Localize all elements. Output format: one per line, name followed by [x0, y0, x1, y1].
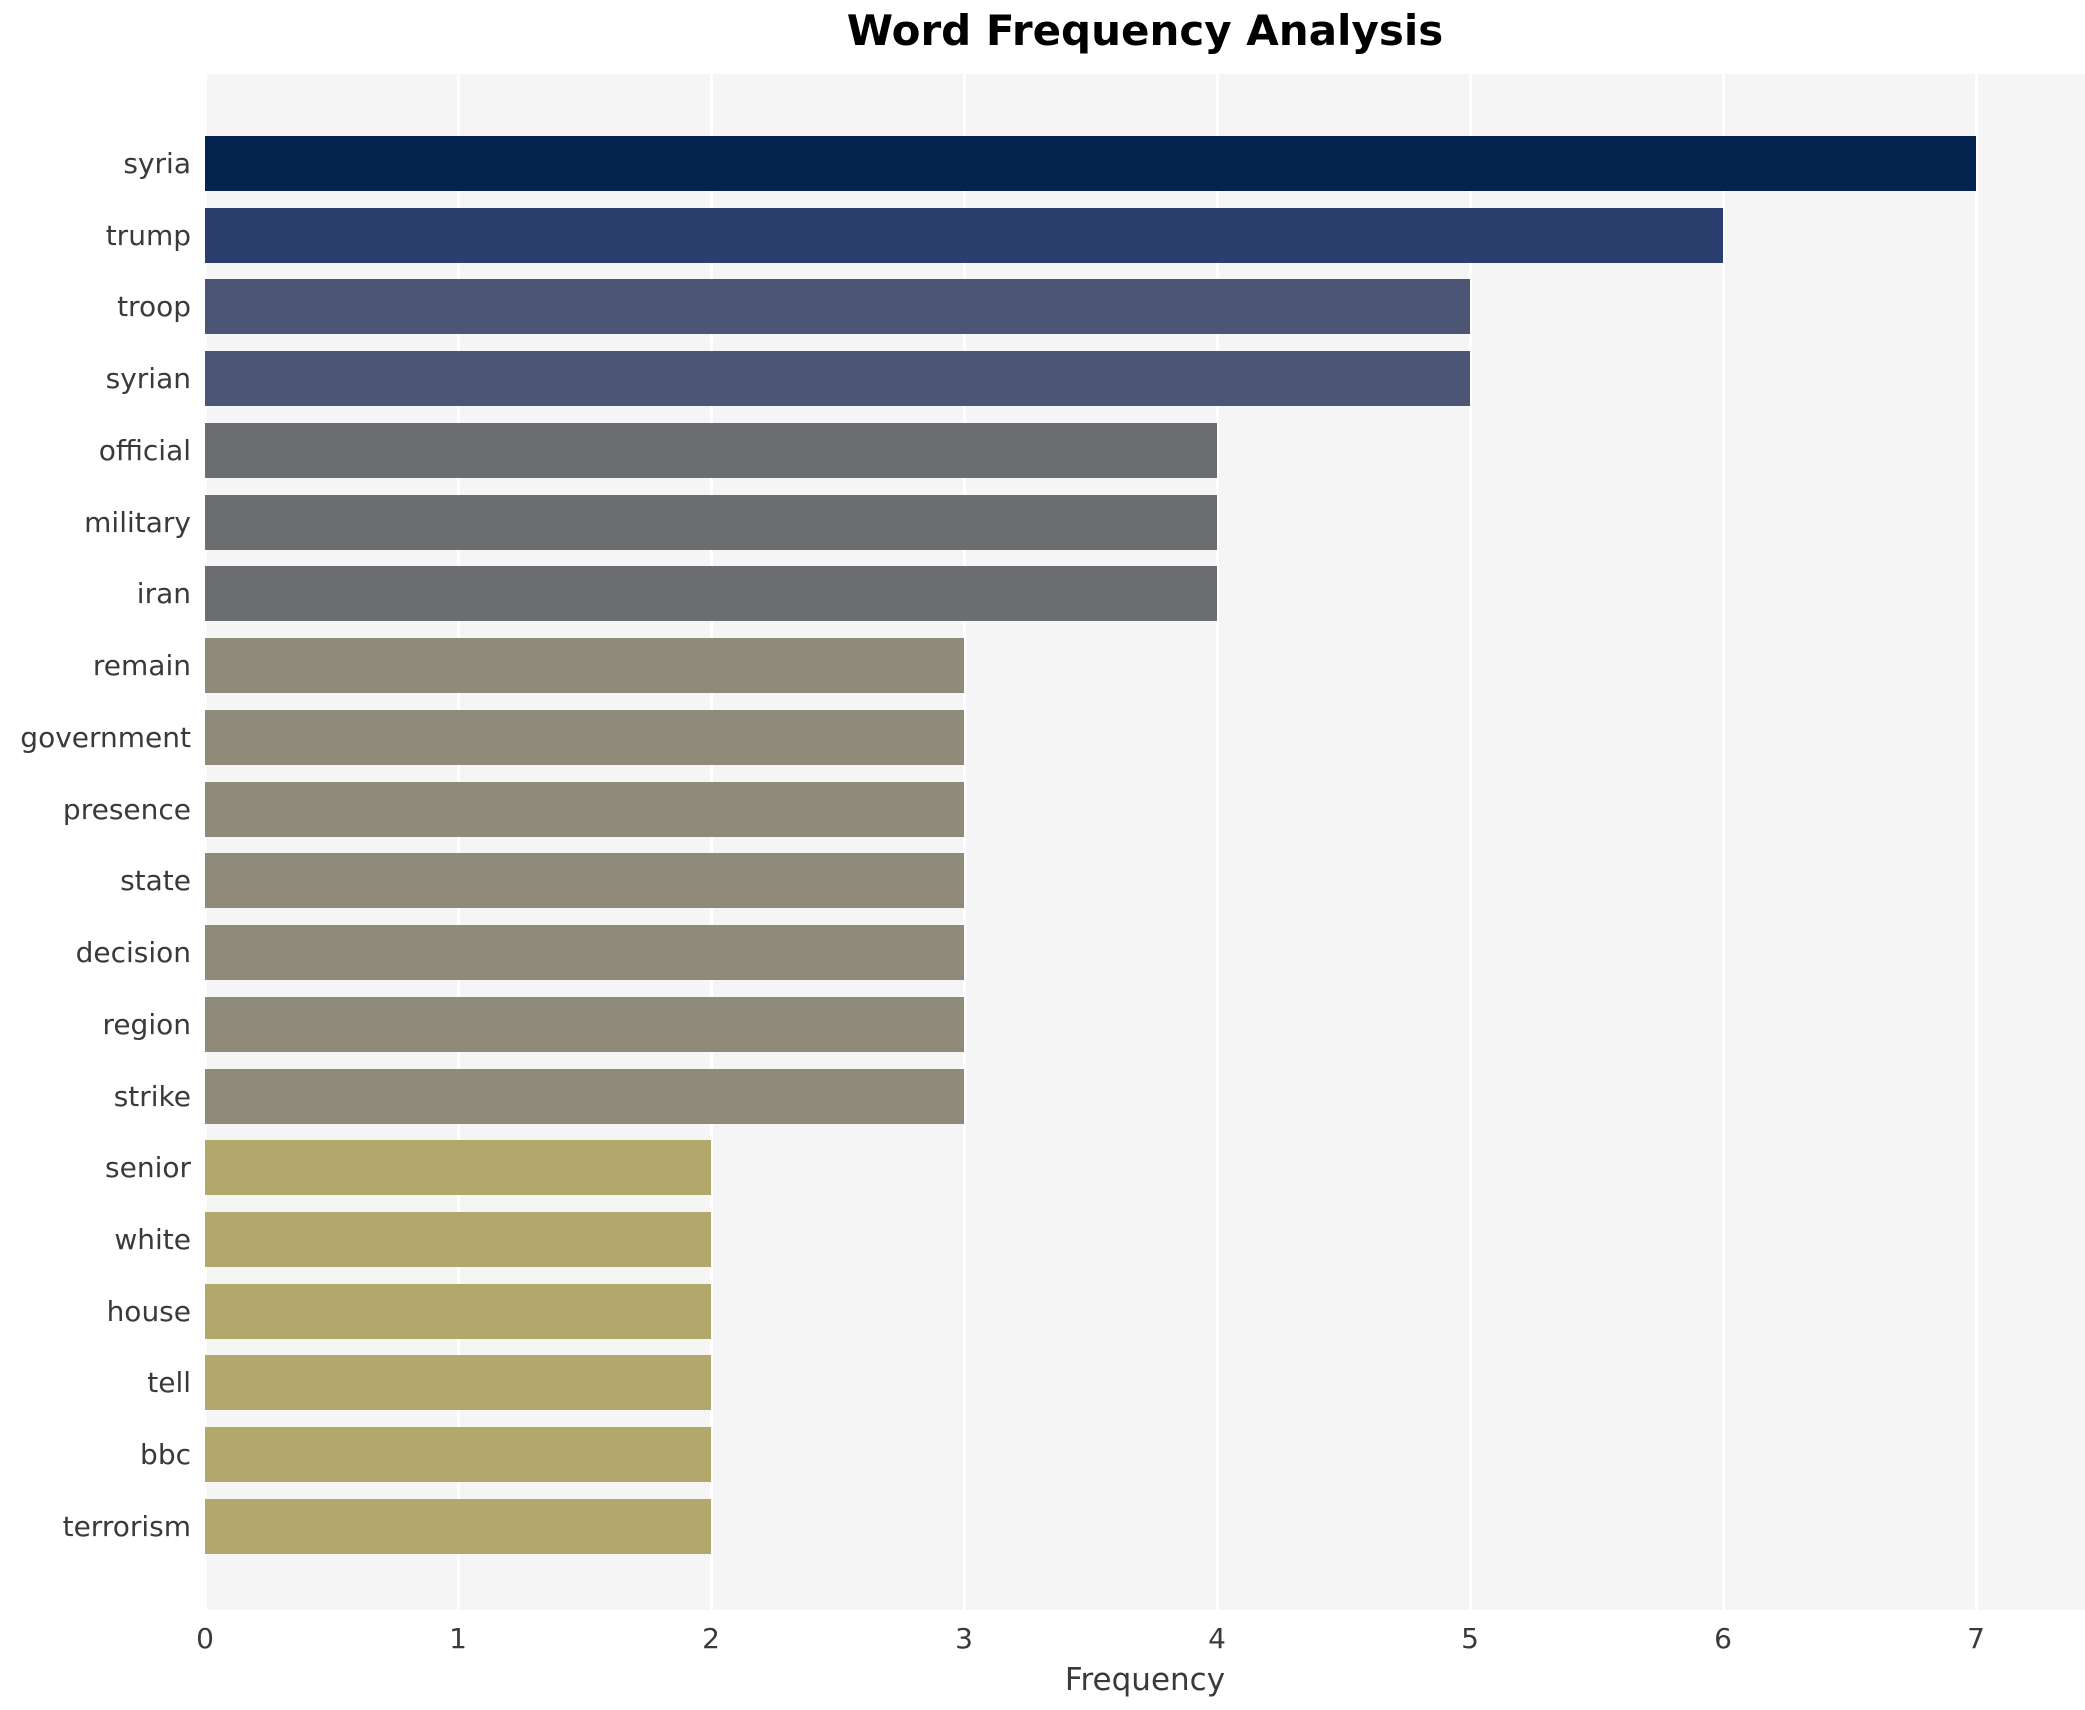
- y-axis-label: white: [114, 1223, 191, 1257]
- bar-row: trump: [0, 207, 2085, 263]
- x-tick-label: 1: [449, 1622, 467, 1655]
- y-axis-label: iran: [136, 577, 191, 611]
- bar-row: syrian: [0, 351, 2085, 407]
- y-axis-label: remain: [92, 649, 191, 683]
- y-axis-label: trump: [105, 218, 191, 252]
- bar: [205, 996, 964, 1052]
- y-axis-label: terrorism: [62, 1509, 191, 1543]
- bar: [205, 709, 964, 765]
- bar-row: decision: [0, 925, 2085, 981]
- x-tick-label: 7: [1967, 1622, 1985, 1655]
- gridline: [1469, 74, 1472, 1610]
- chart-title: Word Frequency Analysis: [846, 6, 1444, 55]
- bar: [205, 925, 964, 981]
- bar-row: house: [0, 1283, 2085, 1339]
- bar-row: syria: [0, 136, 2085, 191]
- bar: [205, 494, 1217, 550]
- gridline: [1975, 74, 1978, 1610]
- bar-row: bbc: [0, 1427, 2085, 1483]
- y-axis-label: presence: [62, 792, 191, 826]
- bar: [205, 1068, 964, 1124]
- y-axis-label: syrian: [105, 362, 191, 396]
- bar-row: troop: [0, 279, 2085, 335]
- y-axis-label: strike: [113, 1079, 191, 1113]
- x-tick-label: 3: [955, 1622, 973, 1655]
- x-axis-label: Frequency: [1064, 1662, 1226, 1698]
- bar-row: state: [0, 853, 2085, 909]
- bar-row: remain: [0, 638, 2085, 694]
- y-axis-label: tell: [147, 1366, 191, 1400]
- bar-row: military: [0, 494, 2085, 550]
- bar: [205, 566, 1217, 622]
- bar: [205, 1427, 711, 1483]
- bar-row: terrorism: [0, 1498, 2085, 1554]
- bar: [205, 1498, 711, 1554]
- y-axis-label: state: [120, 864, 191, 898]
- bar: [205, 351, 1470, 407]
- bar: [205, 853, 964, 909]
- y-axis-label: decision: [75, 936, 191, 970]
- y-axis-label: region: [102, 1007, 191, 1041]
- bar-row: tell: [0, 1355, 2085, 1411]
- gridline: [1216, 74, 1219, 1610]
- bar-row: presence: [0, 781, 2085, 837]
- bar: [205, 1212, 711, 1268]
- x-tick-label: 2: [702, 1622, 720, 1655]
- bar-group: syria trump troop syrian official military ira…: [0, 136, 2085, 1554]
- bar-row: government: [0, 709, 2085, 765]
- y-axis-label: bbc: [140, 1438, 191, 1472]
- gridline: [1722, 74, 1725, 1610]
- bar-row: senior: [0, 1140, 2085, 1196]
- gridline: [457, 74, 460, 1610]
- y-axis-label: senior: [105, 1151, 191, 1185]
- gridline: [204, 74, 207, 1610]
- bar-row: white: [0, 1212, 2085, 1268]
- bar-row: iran: [0, 566, 2085, 622]
- bar: [205, 781, 964, 837]
- y-axis-label: house: [106, 1294, 191, 1328]
- x-tick-label: 4: [1208, 1622, 1226, 1655]
- y-axis-label: government: [20, 720, 191, 754]
- bar: [205, 136, 1976, 191]
- gridline: [963, 74, 966, 1610]
- bar: [205, 638, 964, 694]
- x-tick-label: 0: [196, 1622, 214, 1655]
- bar: [205, 1283, 711, 1339]
- bar-row: region: [0, 996, 2085, 1052]
- bar-row: strike: [0, 1068, 2085, 1124]
- bar: [205, 279, 1470, 335]
- bar: [205, 1140, 711, 1196]
- bar: [205, 422, 1217, 478]
- y-axis-label: syria: [123, 147, 191, 180]
- bar-row: official: [0, 422, 2085, 478]
- x-tick-label: 5: [1461, 1622, 1479, 1655]
- bar: [205, 1355, 711, 1411]
- y-axis-label: official: [98, 433, 191, 467]
- y-axis-label: troop: [117, 290, 191, 324]
- y-axis-label: military: [84, 505, 191, 539]
- gridline: [710, 74, 713, 1610]
- bar: [205, 207, 1723, 263]
- x-tick-label: 6: [1714, 1622, 1732, 1655]
- x-axis-ticks: 0 1 2 3 4 5 6 7: [0, 1622, 2085, 1662]
